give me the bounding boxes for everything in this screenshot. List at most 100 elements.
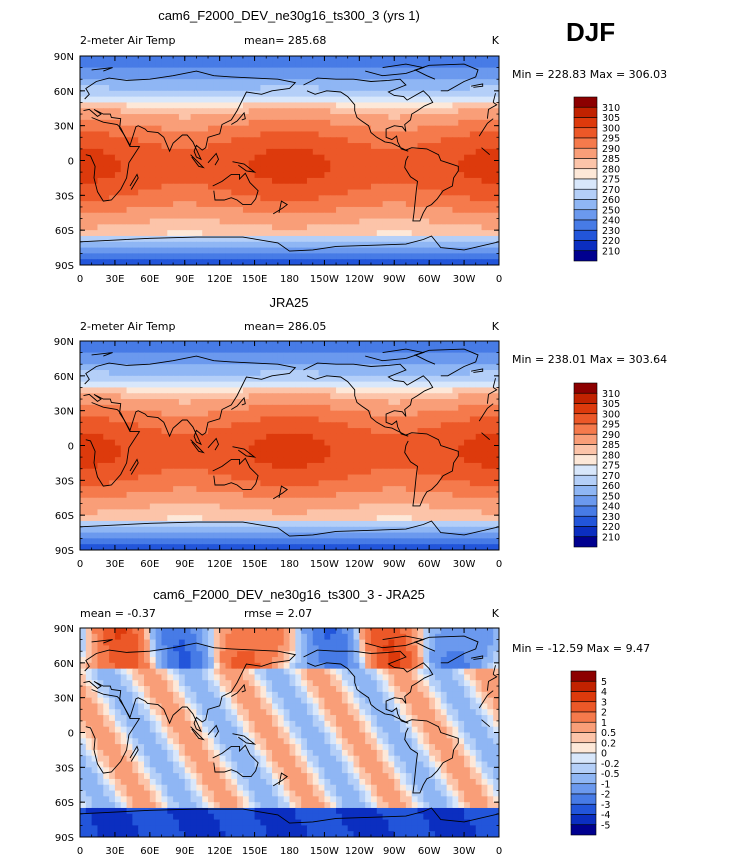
field-cell xyxy=(167,160,174,167)
field-cell xyxy=(272,247,279,254)
field-cell xyxy=(481,428,488,435)
field-cell xyxy=(114,393,122,400)
field-cell xyxy=(97,253,104,260)
field-cell xyxy=(178,96,186,104)
field-cell xyxy=(208,218,215,225)
field-cell xyxy=(161,381,168,389)
field-cell xyxy=(167,486,174,493)
field-cell xyxy=(144,102,151,109)
field-cell xyxy=(394,341,401,348)
field-cell xyxy=(184,341,192,348)
field-cell xyxy=(91,428,99,435)
field-cell xyxy=(184,131,192,138)
field-cell xyxy=(237,410,244,418)
field-cell xyxy=(219,79,227,86)
field-cell xyxy=(429,387,436,394)
field-cell xyxy=(411,143,419,150)
field-cell xyxy=(417,387,424,394)
field-cell xyxy=(370,410,378,418)
field-cell xyxy=(312,61,320,69)
field-cell xyxy=(295,445,302,452)
field-cell xyxy=(126,364,133,371)
field-cell xyxy=(126,131,133,138)
field-cell xyxy=(242,177,250,185)
field-cell xyxy=(289,462,296,470)
field-cell xyxy=(289,56,296,63)
field-cell xyxy=(272,201,279,208)
field-cell xyxy=(144,67,151,75)
field-cell xyxy=(149,73,157,80)
field-cell xyxy=(353,166,360,173)
field-cell xyxy=(493,480,499,487)
field-cell xyxy=(254,341,261,348)
field-cell xyxy=(487,358,494,365)
field-cell xyxy=(388,253,395,260)
field-cell xyxy=(469,491,477,499)
field-cell xyxy=(487,497,494,505)
field-cell xyxy=(370,462,378,470)
field-cell xyxy=(109,189,116,196)
field-cell xyxy=(103,102,110,109)
field-cell xyxy=(353,410,360,418)
field-cell xyxy=(411,183,419,191)
field-cell xyxy=(208,346,215,354)
field-cell xyxy=(202,474,209,481)
field-cell xyxy=(190,341,197,348)
field-cell xyxy=(324,79,331,86)
field-cell xyxy=(388,259,395,265)
field-cell xyxy=(365,85,372,92)
field-cell xyxy=(306,468,314,476)
colorbar-label: 260 xyxy=(602,195,620,206)
field-cell xyxy=(213,422,221,429)
field-cell xyxy=(103,346,110,354)
field-cell xyxy=(260,218,267,225)
field-cell xyxy=(493,462,499,470)
field-cell xyxy=(417,346,424,354)
field-cell xyxy=(347,85,355,92)
field-cell xyxy=(149,352,157,360)
field-cell xyxy=(219,224,227,231)
field-cell xyxy=(452,67,459,75)
field-cell xyxy=(248,445,256,452)
field-cell xyxy=(382,387,390,394)
field-cell xyxy=(312,370,320,377)
field-cell xyxy=(458,451,465,458)
field-cell xyxy=(341,102,349,109)
colorbar-label: 210 xyxy=(602,246,620,257)
field-cell xyxy=(196,114,203,121)
field-cell xyxy=(341,241,349,249)
field-cell xyxy=(126,218,133,225)
field-cell xyxy=(254,177,261,185)
field-cell xyxy=(359,428,366,435)
field-cell xyxy=(155,189,163,196)
field-cell xyxy=(120,166,128,173)
field-cell xyxy=(184,201,192,208)
field-cell xyxy=(312,143,320,150)
field-cell xyxy=(458,125,465,133)
field-cell xyxy=(330,451,337,458)
field-cell xyxy=(219,486,227,493)
field-cell xyxy=(481,160,488,167)
field-cell xyxy=(254,462,261,470)
field-cell xyxy=(469,486,477,493)
field-cell xyxy=(155,166,163,173)
field-cell xyxy=(493,468,499,476)
field-cell xyxy=(138,451,145,458)
field-cell xyxy=(289,445,296,452)
field-cell xyxy=(440,474,448,481)
field-cell xyxy=(493,160,499,167)
field-cell xyxy=(487,341,494,348)
field-cell xyxy=(260,61,267,69)
field-cell xyxy=(359,177,366,185)
field-cell xyxy=(336,148,343,156)
field-cell xyxy=(91,114,99,121)
field-cell xyxy=(481,212,488,220)
field-cell xyxy=(411,503,419,510)
field-cell xyxy=(242,154,250,162)
field-cell xyxy=(341,399,349,406)
field-cell xyxy=(464,439,471,447)
field-cell xyxy=(359,387,366,394)
field-cell xyxy=(341,172,349,179)
field-cell xyxy=(190,102,197,109)
field-cell xyxy=(126,73,133,80)
